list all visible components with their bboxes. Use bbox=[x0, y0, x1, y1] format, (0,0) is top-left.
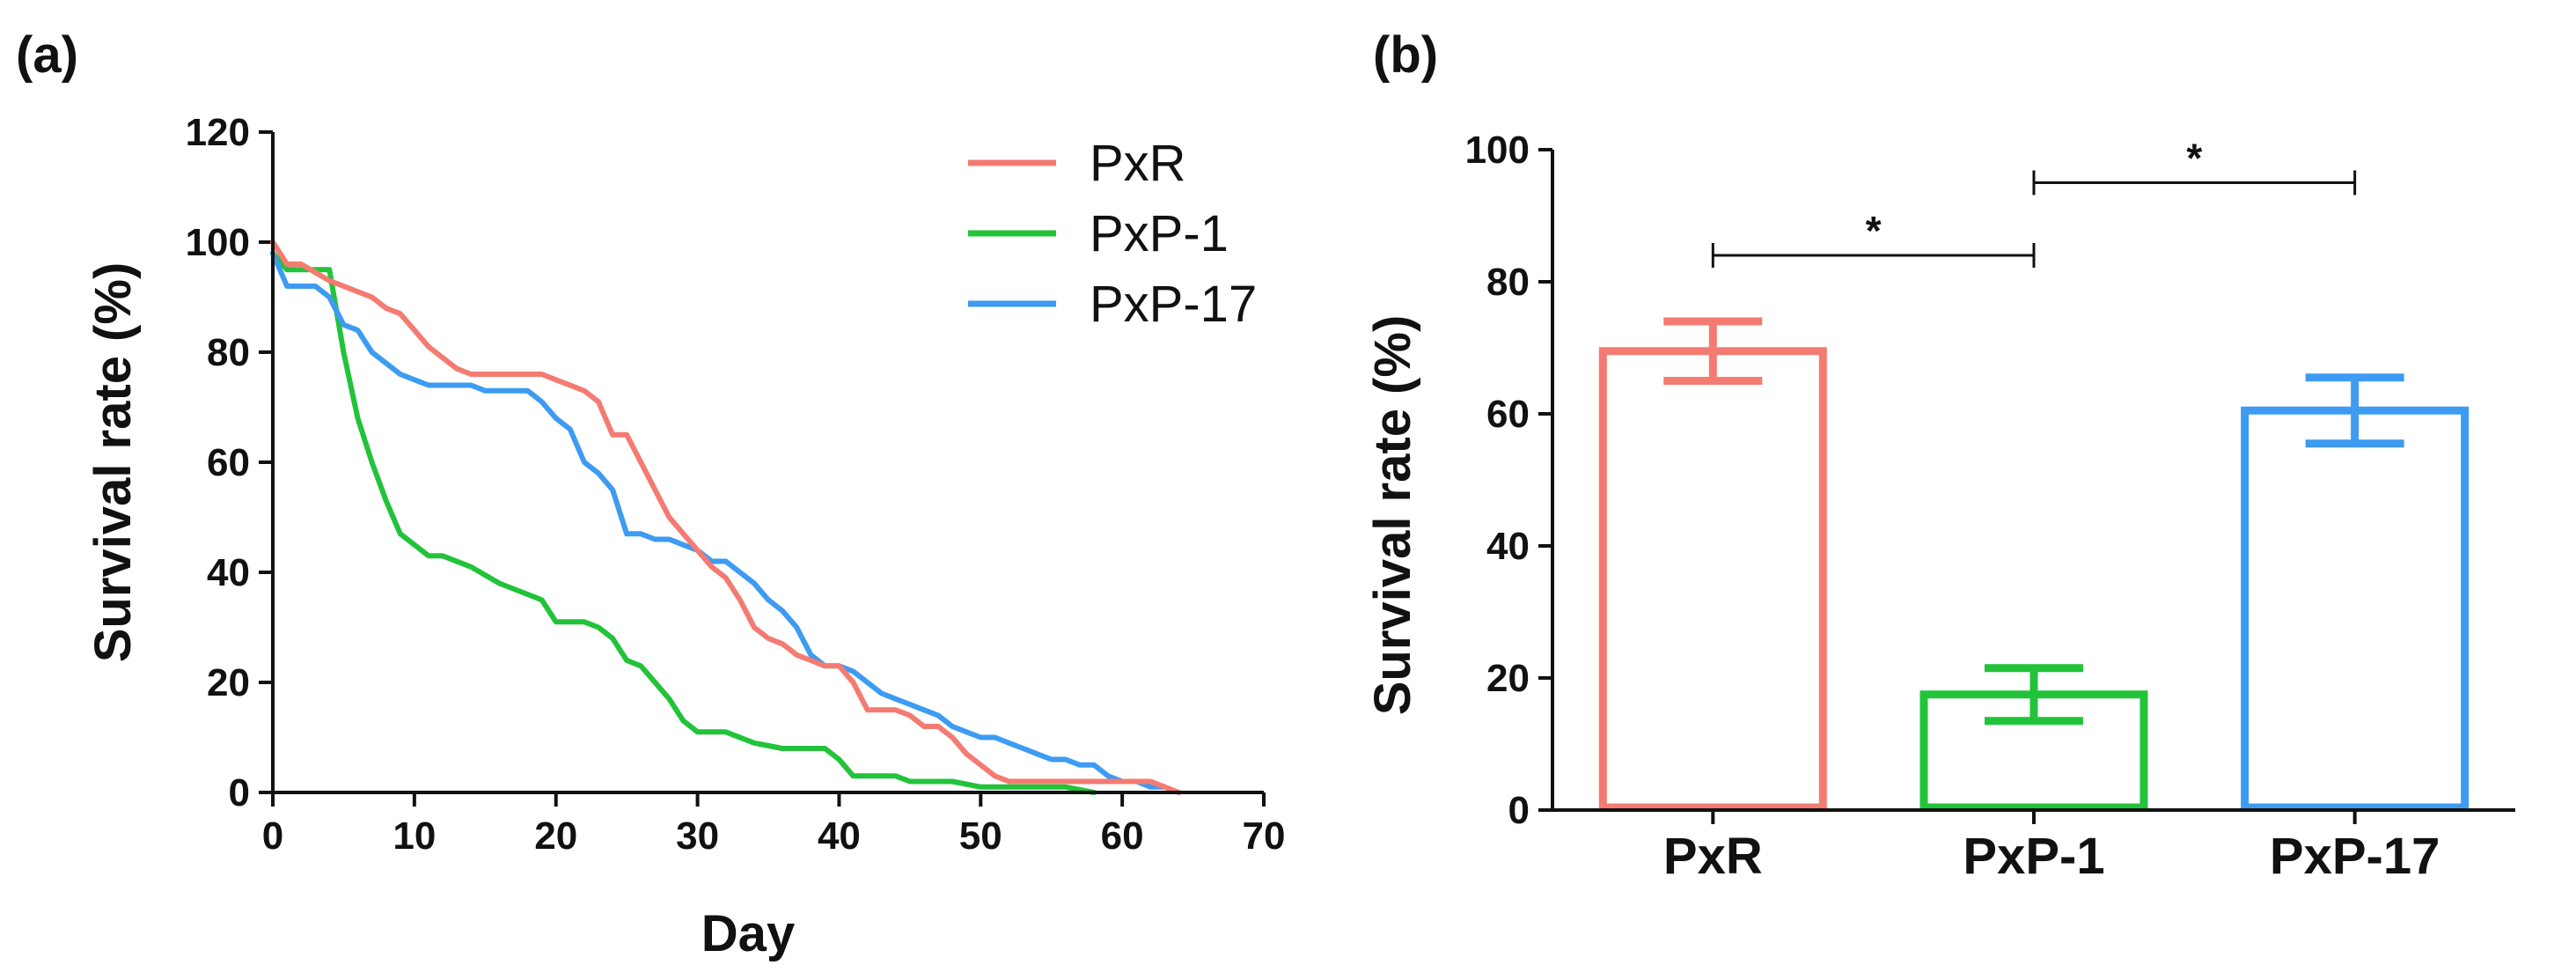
panel-label-b: (b) bbox=[1373, 26, 1438, 84]
y-tick-label-a: 120 bbox=[186, 111, 250, 154]
y-tick-label-b: 40 bbox=[1486, 525, 1530, 568]
bar-pxp-17 bbox=[2241, 406, 2470, 812]
panel-label-a: (a) bbox=[16, 26, 78, 84]
y-tick-label-a: 0 bbox=[229, 771, 250, 814]
series-line-pxp-17 bbox=[270, 250, 1168, 790]
y-tick-label-b: 80 bbox=[1486, 261, 1530, 304]
x-tick-label-a: 50 bbox=[959, 814, 1002, 858]
series-line-pxp-1 bbox=[270, 250, 1097, 795]
legend-label-pxp-17: PxP-17 bbox=[1090, 276, 1257, 333]
y-tick-label-b: 0 bbox=[1508, 789, 1530, 832]
bar-pxr bbox=[1598, 347, 1827, 812]
legend-label-pxr: PxR bbox=[1090, 135, 1186, 192]
category-label-pxp-17: PxP-17 bbox=[2270, 828, 2440, 885]
line-chart-panel-a: (a) Survival rate (%) Day 02040608010012… bbox=[16, 26, 1285, 962]
category-label-pxp-1: PxP-1 bbox=[1963, 828, 2104, 885]
y-tick-label-a: 60 bbox=[207, 441, 250, 484]
y-tick-label-b: 20 bbox=[1486, 657, 1530, 700]
y-tick-label-b: 60 bbox=[1486, 393, 1530, 436]
y-tick-label-a: 80 bbox=[207, 331, 250, 374]
category-label-pxr: PxR bbox=[1663, 828, 1763, 885]
x-axis-title-a: Day bbox=[701, 905, 795, 962]
significance-star: * bbox=[2186, 136, 2202, 181]
significance-star: * bbox=[1866, 208, 1882, 254]
y-tick-label-a: 100 bbox=[186, 221, 250, 264]
y-tick-label-a: 40 bbox=[207, 551, 250, 594]
x-tick-label-a: 20 bbox=[534, 814, 577, 858]
y-axis-title-b: Survival rate (%) bbox=[1364, 315, 1421, 716]
y-tick-label-b: 100 bbox=[1465, 129, 1530, 172]
y-tick-label-a: 20 bbox=[207, 661, 250, 704]
x-tick-label-a: 40 bbox=[818, 814, 861, 858]
legend-label-pxp-1: PxP-1 bbox=[1090, 205, 1229, 262]
x-tick-label-a: 0 bbox=[262, 814, 283, 858]
y-axis-title-a: Survival rate (%) bbox=[84, 262, 142, 663]
legend-a: PxR PxP-1 PxP-17 bbox=[968, 135, 1257, 333]
x-tick-label-a: 10 bbox=[393, 814, 436, 858]
x-tick-label-a: 60 bbox=[1101, 814, 1144, 858]
series-line-pxr bbox=[270, 239, 1182, 795]
x-tick-label-a: 70 bbox=[1243, 814, 1286, 858]
x-tick-label-a: 30 bbox=[676, 814, 719, 858]
bar-chart-panel-b: (b) Survival rate (%) 0 20 40 60 80 100 PxR PxP… bbox=[1364, 26, 2515, 885]
